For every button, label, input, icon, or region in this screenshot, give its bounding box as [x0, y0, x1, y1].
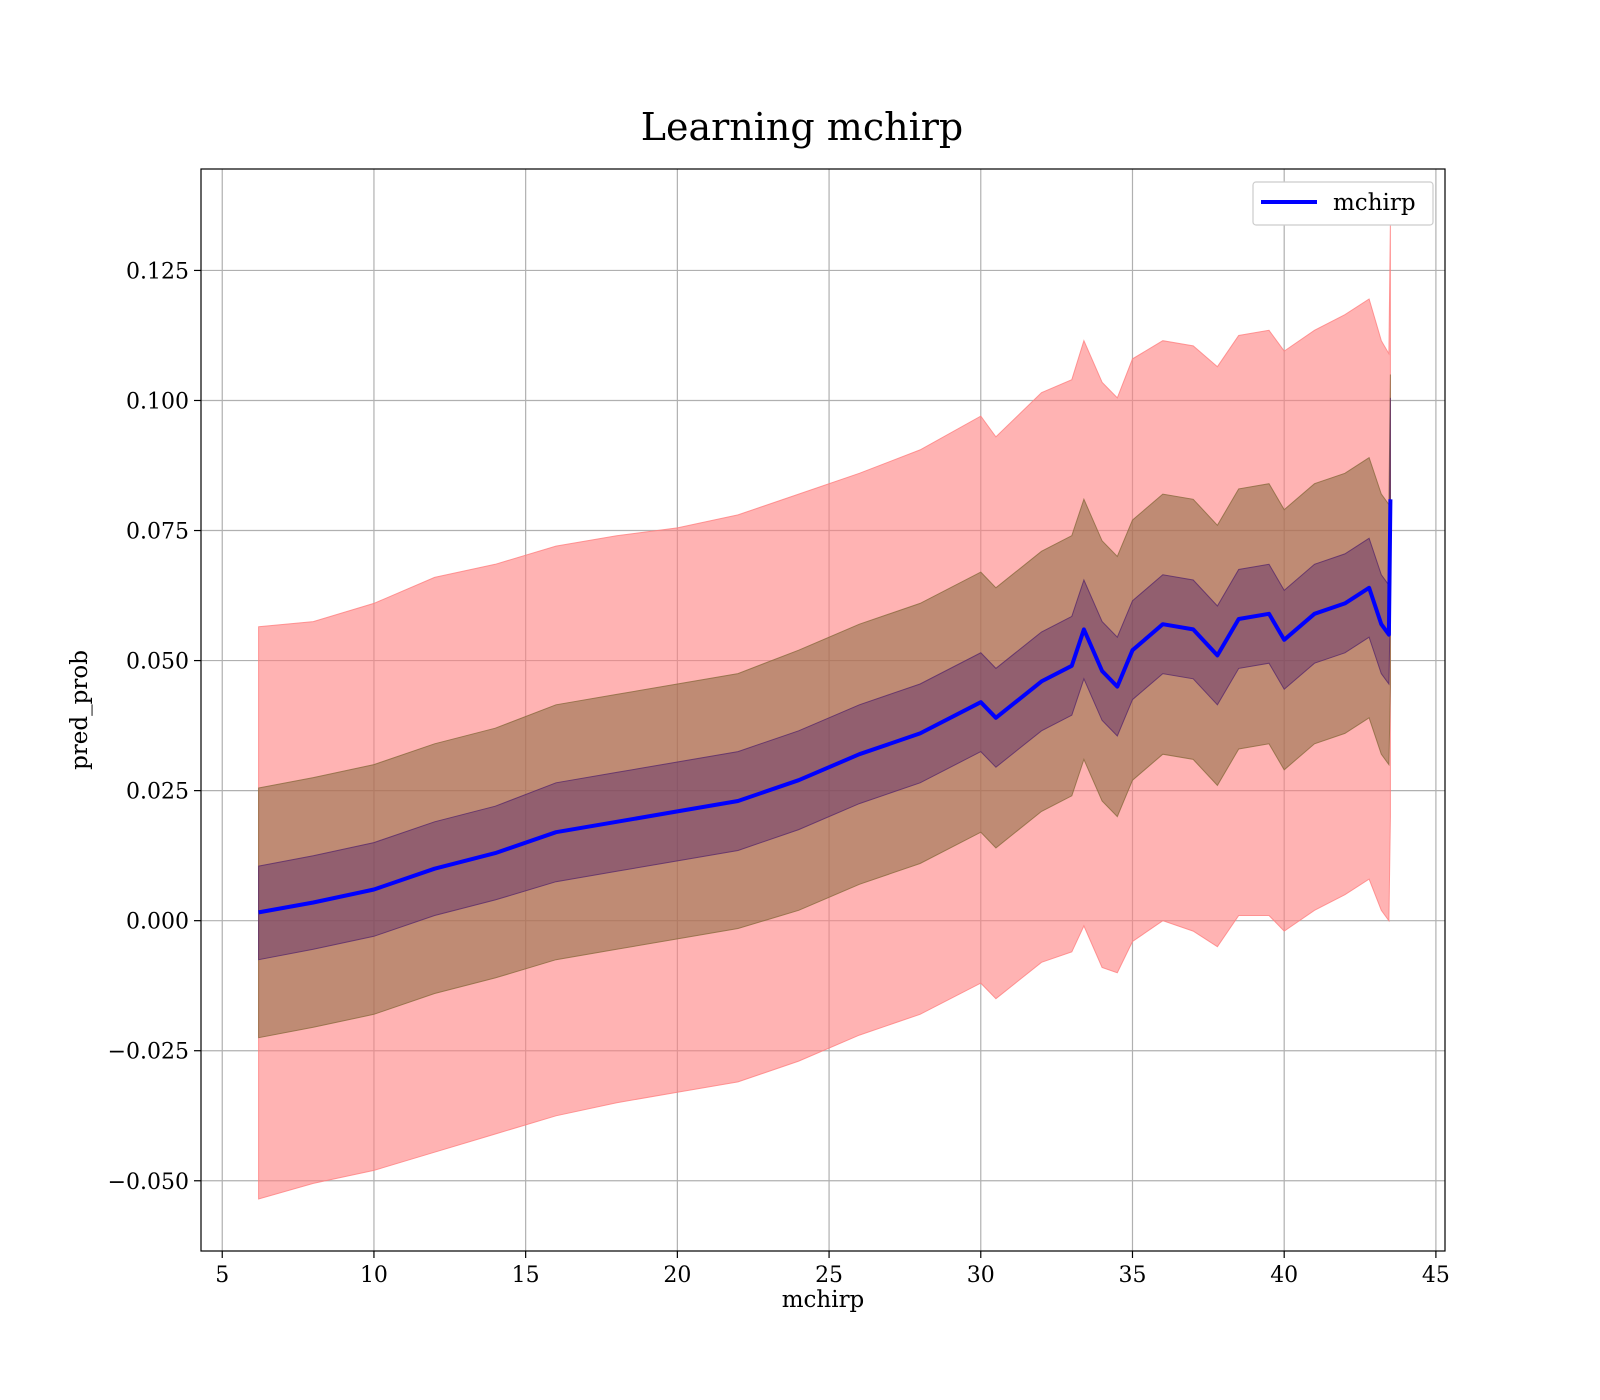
y-tick-label: 0.050: [126, 650, 189, 675]
x-axis-ticks: 5 10 15 20 25 30 35 40 45: [215, 1251, 1450, 1288]
x-tick-label: 40: [1270, 1263, 1298, 1288]
y-tick-label: 0.100: [126, 389, 189, 414]
x-tick-label: 25: [815, 1263, 843, 1288]
y-tick-label: 0.025: [126, 780, 189, 805]
series-lines: [258, 499, 1393, 915]
x-axis-label: mchirp: [782, 1287, 865, 1313]
legend-box: [1252, 181, 1434, 226]
confidence-bands: [258, 220, 1391, 1200]
plot-frame: [200, 168, 1446, 1252]
y-axis-ticks: −0.050 −0.025 0.000 0.025 0.050 0.075 0.100 0.1…: [108, 259, 201, 1195]
x-tick-label: 5: [215, 1263, 229, 1288]
x-tick-label: 45: [1422, 1263, 1450, 1288]
y-tick-label: 0.075: [126, 520, 189, 545]
x-tick-label: 15: [512, 1263, 540, 1288]
x-tick-label: 30: [967, 1263, 995, 1288]
band-middle: [258, 374, 1391, 1039]
y-tick-label: −0.050: [108, 1170, 189, 1195]
legend: mchirp: [1252, 181, 1434, 226]
y-tick-label: −0.025: [108, 1040, 189, 1065]
x-tick-label: 35: [1118, 1263, 1146, 1288]
x-tick-label: 20: [663, 1263, 691, 1288]
y-axis-label: pred_prob: [67, 650, 93, 770]
series-line-mchirp: [258, 499, 1393, 915]
legend-label: mchirp: [1333, 190, 1416, 216]
y-tick-label: 0.000: [126, 910, 189, 935]
y-tick-label: 0.125: [126, 259, 189, 284]
chart-title: Learning mchirp: [641, 105, 963, 149]
x-tick-label: 10: [360, 1263, 388, 1288]
